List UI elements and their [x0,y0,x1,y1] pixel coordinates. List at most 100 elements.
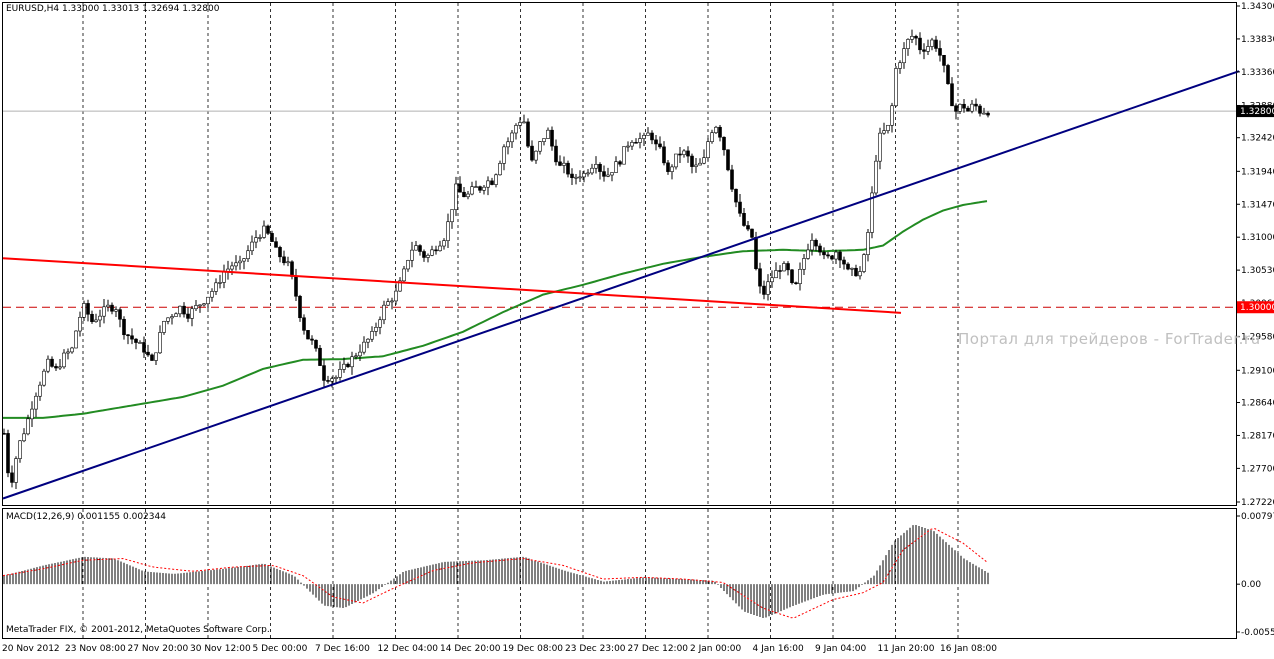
candle [98,309,102,328]
y-tick-label: 1.28170 [1241,431,1274,441]
candle [442,238,446,250]
candle [22,428,26,443]
candle [646,127,650,136]
candle [702,149,706,165]
y-tick-label: 1.34300 [1241,2,1274,12]
y-tick-label: 1.33360 [1241,68,1274,78]
candle [62,349,66,369]
candle [946,63,950,85]
candle [622,146,626,165]
candle [486,176,490,196]
candle [378,316,382,335]
candle [654,134,658,151]
watermark-text: Портал для трейдеров - ForTrader.ru [958,330,1261,348]
candle [302,314,306,335]
candle [350,351,354,375]
candle [954,103,958,120]
candle [482,185,486,195]
candle [910,29,914,43]
candle [666,159,670,175]
candle [734,188,738,208]
candle [566,160,570,178]
candle [266,224,270,236]
candle [826,251,830,259]
x-tick-label: 2 Jan 00:00 [690,644,742,654]
candle [414,241,418,251]
candle [558,155,562,167]
candle [694,158,698,173]
candle [842,256,846,270]
x-tick-label: 23 Dec 23:00 [565,644,626,654]
candle [234,255,238,271]
candle [262,220,266,239]
candle [218,274,222,289]
current-price-label: 1.32800 [1240,107,1274,117]
candle [890,102,894,133]
candle [254,230,258,249]
candle [422,249,426,262]
y-tick-label: 1.31470 [1241,200,1274,210]
candle [958,103,962,115]
candle [922,43,926,60]
candle [810,233,814,256]
symbol-header: EURUSD,H4 1.33000 1.33013 1.32694 1.3280… [6,4,220,14]
candle [574,173,578,185]
candle [670,164,674,180]
candle [286,256,290,267]
candle [162,320,166,335]
candle [78,311,82,337]
x-tick-label: 27 Nov 20:00 [128,644,189,654]
candle [854,264,858,277]
candle [410,241,414,268]
candle [110,302,114,315]
candle [902,42,906,69]
candle [926,39,930,55]
candle [142,336,146,359]
candle [6,429,10,478]
candle [878,127,882,170]
candle [418,244,422,256]
candle [58,359,62,371]
candle [370,326,374,343]
candle [706,137,710,161]
candle [346,362,350,368]
candle [154,352,158,366]
candle [30,401,34,427]
candle [466,190,470,200]
candle [182,302,186,318]
macd-panel[interactable] [2,508,1237,639]
candle [866,228,870,262]
candle [450,209,454,229]
candle [650,130,654,145]
candle [146,344,150,357]
candle [774,262,778,279]
candle [526,118,530,149]
y-tick-label: 1.33830 [1241,35,1274,45]
x-tick-label: 12 Dec 04:00 [378,644,439,654]
candle [778,265,782,280]
candle [34,392,38,418]
ascending-trendline [2,70,1240,500]
candle [822,247,826,260]
candle [278,245,282,263]
candle [362,336,366,355]
candle [538,141,542,155]
candle [626,141,630,152]
candle [570,168,574,186]
main-price-panel[interactable] [2,2,1237,506]
candle [310,335,314,345]
candle [722,136,726,156]
candle [758,262,762,294]
x-tick-label: 7 Dec 16:00 [315,644,370,654]
x-tick-label: 20 Nov 2012 [2,644,60,654]
candle [930,37,934,51]
candle [174,312,178,317]
candle [590,163,594,175]
candle [578,170,582,183]
candle [522,114,526,124]
candle [454,176,458,216]
candle [746,221,750,232]
candle [642,132,646,146]
